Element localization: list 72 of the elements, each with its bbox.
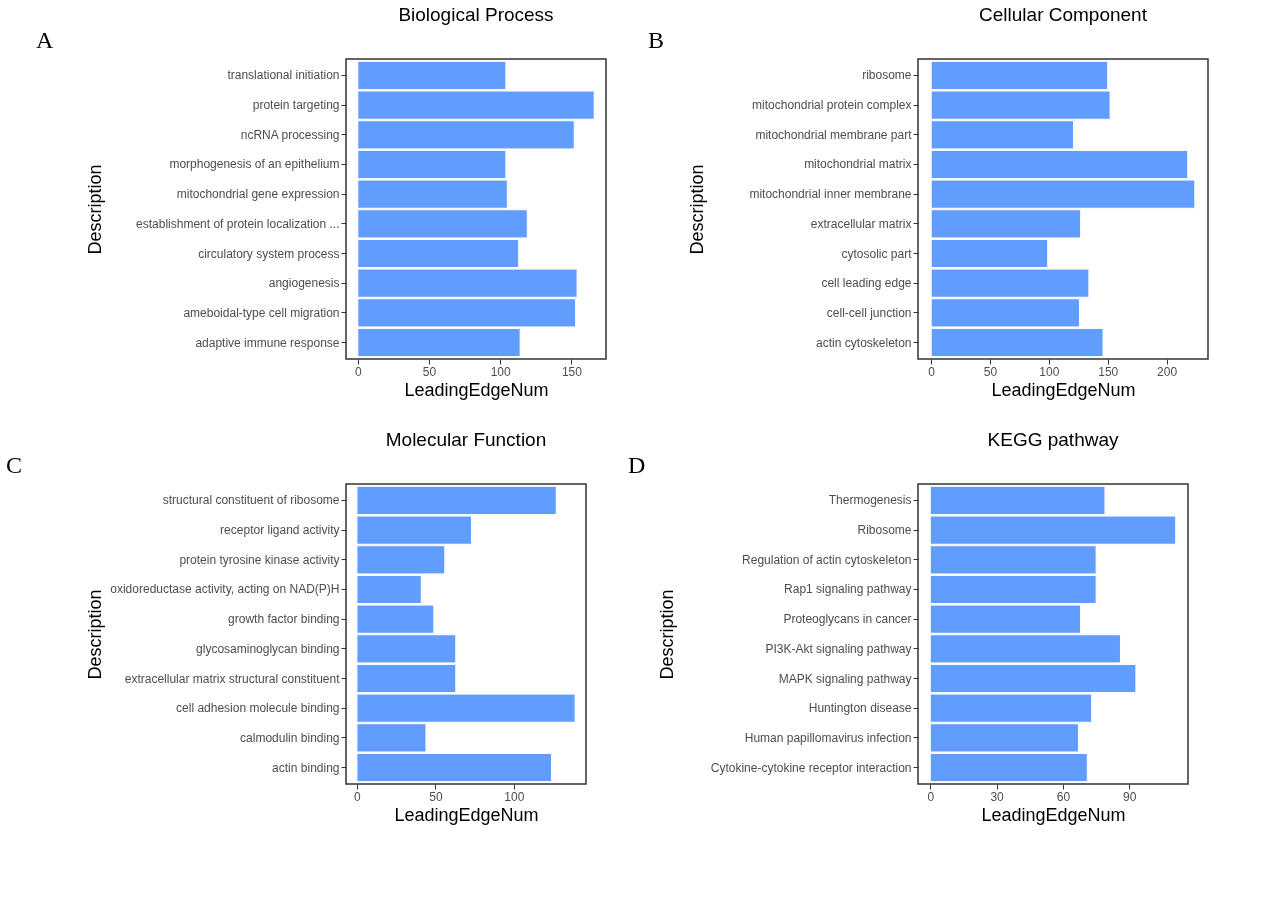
- y-tick-label: receptor ligand activity: [220, 523, 340, 538]
- x-tick-label: 150: [561, 364, 583, 379]
- y-axis-title: Description: [687, 164, 708, 255]
- y-tick-label: cell-cell junction: [826, 305, 912, 320]
- y-tick-label: ameboidal-type cell migration: [183, 305, 340, 320]
- x-tick-label: 0: [354, 789, 362, 804]
- x-tick-label: 90: [1123, 789, 1137, 804]
- y-axis-title: Description: [84, 164, 105, 255]
- x-tick-label: 60: [1056, 789, 1071, 804]
- x-tick-label: 50: [983, 364, 998, 379]
- text: C: [6, 452, 23, 478]
- y-tick-label: protein tyrosine kinase activity: [179, 552, 340, 567]
- y-tick-label: Thermogenesis: [828, 493, 912, 508]
- y-tick-label: actin cytoskeleton: [816, 335, 912, 350]
- y-tick-label: Ribosome: [857, 523, 912, 538]
- text: A: [36, 27, 54, 53]
- chart-title: Molecular Function: [385, 429, 547, 450]
- y-tick-label: mitochondrial matrix: [804, 157, 912, 172]
- x-tick-label: 150: [1098, 364, 1119, 379]
- y-tick-label: circulatory system process: [198, 246, 340, 261]
- y-tick-label: mitochondrial inner membrane: [749, 187, 912, 202]
- y-tick-label: mitochondrial membrane part: [755, 127, 913, 142]
- y-tick-label: angiogenesis: [268, 276, 340, 291]
- x-tick-label: 0: [354, 364, 362, 379]
- chart-title: Cellular Component: [979, 4, 1148, 25]
- y-tick-label: extracellular matrix structural constituent: [124, 671, 341, 686]
- y-tick-label: calmodulin binding: [240, 730, 340, 745]
- y-tick-label: cytosolic part: [841, 246, 913, 261]
- y-tick-label: Rap1 signaling pathway: [784, 582, 912, 597]
- y-tick-label: protein targeting: [252, 98, 340, 113]
- y-tick-label: extracellular matrix: [810, 216, 912, 231]
- chart-title: KEGG pathway: [987, 429, 1119, 450]
- y-tick-label: cell leading edge: [821, 276, 912, 291]
- y-tick-label: Proteoglycans in cancer: [783, 612, 912, 627]
- text: B: [648, 27, 665, 53]
- y-tick-label: actin binding: [272, 760, 340, 775]
- y-tick-label: ncRNA processing: [240, 127, 340, 142]
- y-tick-label: morphogenesis of an epithelium: [169, 157, 340, 172]
- y-tick-label: Cytokine-cytokine receptor interaction: [710, 760, 912, 775]
- x-tick-label: 30: [990, 789, 1005, 804]
- x-tick-label: 0: [928, 364, 936, 379]
- x-tick-label: 100: [1039, 364, 1060, 379]
- y-tick-label: ribosome: [862, 68, 912, 83]
- y-tick-label: growth factor binding: [228, 612, 340, 627]
- y-axis-title: Description: [656, 589, 677, 680]
- x-tick-label: 200: [1157, 364, 1178, 379]
- y-tick-label: mitochondrial protein complex: [752, 98, 912, 113]
- y-tick-label: Regulation of actin cytoskeleton: [742, 552, 912, 567]
- y-axis-title: Description: [84, 589, 105, 680]
- y-tick-label: oxidoreductase activity, acting on NAD(P)H: [110, 582, 340, 597]
- y-tick-label: establishment of protein localization ...: [136, 216, 340, 231]
- y-tick-label: PI3K-Akt signaling pathway: [765, 641, 912, 656]
- y-tick-label: structural constituent of ribosome: [162, 493, 340, 508]
- chart-title: Biological Process: [398, 4, 554, 25]
- x-tick-label: 0: [927, 789, 935, 804]
- y-tick-label: MAPK signaling pathway: [778, 671, 912, 686]
- x-axis-title: LeadingEdgeNum: [394, 804, 539, 825]
- x-tick-label: 50: [429, 789, 443, 804]
- x-axis-title: LeadingEdgeNum: [991, 379, 1136, 400]
- y-tick-label: cell adhesion molecule binding: [176, 701, 340, 716]
- x-axis-title: LeadingEdgeNum: [404, 379, 549, 400]
- y-tick-label: Human papillomavirus infection: [744, 730, 912, 745]
- x-axis-title: LeadingEdgeNum: [981, 804, 1126, 825]
- y-tick-label: mitochondrial gene expression: [176, 187, 340, 202]
- x-tick-label: 100: [490, 364, 512, 379]
- text: D: [628, 452, 646, 478]
- x-tick-label: 50: [422, 364, 437, 379]
- x-tick-label: 100: [504, 789, 525, 804]
- y-tick-label: glycosaminoglycan binding: [196, 641, 340, 656]
- y-tick-label: Huntington disease: [808, 701, 912, 716]
- y-tick-label: translational initiation: [227, 68, 340, 83]
- y-tick-label: adaptive immune response: [195, 335, 340, 350]
